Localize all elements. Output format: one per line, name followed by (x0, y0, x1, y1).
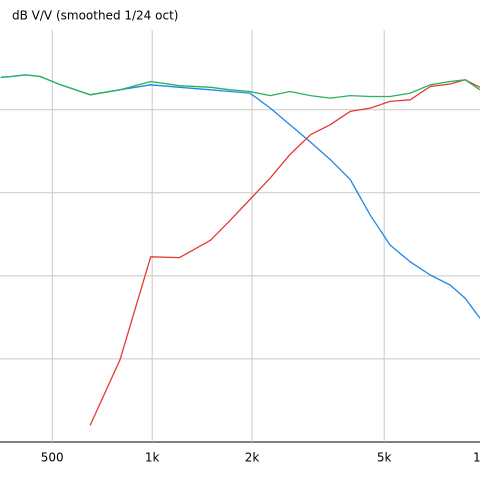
x-tick-label: 5k (377, 451, 392, 465)
x-tick-label: 1k (145, 451, 160, 465)
x-tick-label: 10k (473, 451, 480, 465)
series-line (0, 74, 480, 99)
series-line (89, 79, 480, 426)
x-tick-label: 500 (41, 451, 64, 465)
x-tick-label: 2k (245, 451, 260, 465)
chart-title: dB V/V (smoothed 1/24 oct) (12, 9, 178, 23)
